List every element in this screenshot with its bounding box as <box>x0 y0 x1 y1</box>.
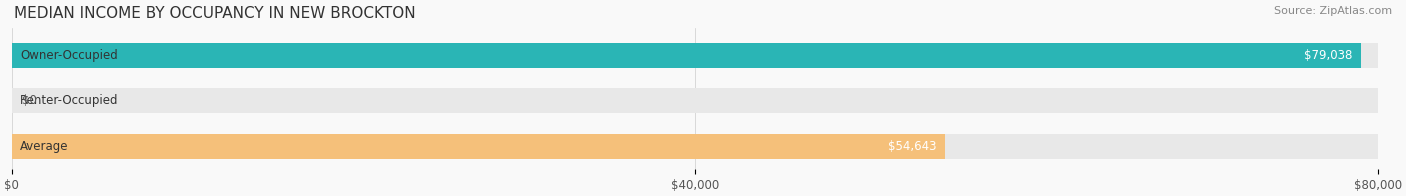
Text: $0: $0 <box>22 94 37 107</box>
Text: $79,038: $79,038 <box>1305 49 1353 62</box>
Bar <box>11 43 1361 68</box>
Text: Renter-Occupied: Renter-Occupied <box>20 94 118 107</box>
Text: Source: ZipAtlas.com: Source: ZipAtlas.com <box>1274 6 1392 16</box>
Bar <box>11 88 1378 113</box>
Bar <box>11 134 1378 159</box>
Text: MEDIAN INCOME BY OCCUPANCY IN NEW BROCKTON: MEDIAN INCOME BY OCCUPANCY IN NEW BROCKT… <box>14 6 416 21</box>
Text: $54,643: $54,643 <box>887 140 936 153</box>
Text: Owner-Occupied: Owner-Occupied <box>20 49 118 62</box>
Text: Average: Average <box>20 140 69 153</box>
Bar <box>11 134 945 159</box>
Bar <box>11 43 1378 68</box>
